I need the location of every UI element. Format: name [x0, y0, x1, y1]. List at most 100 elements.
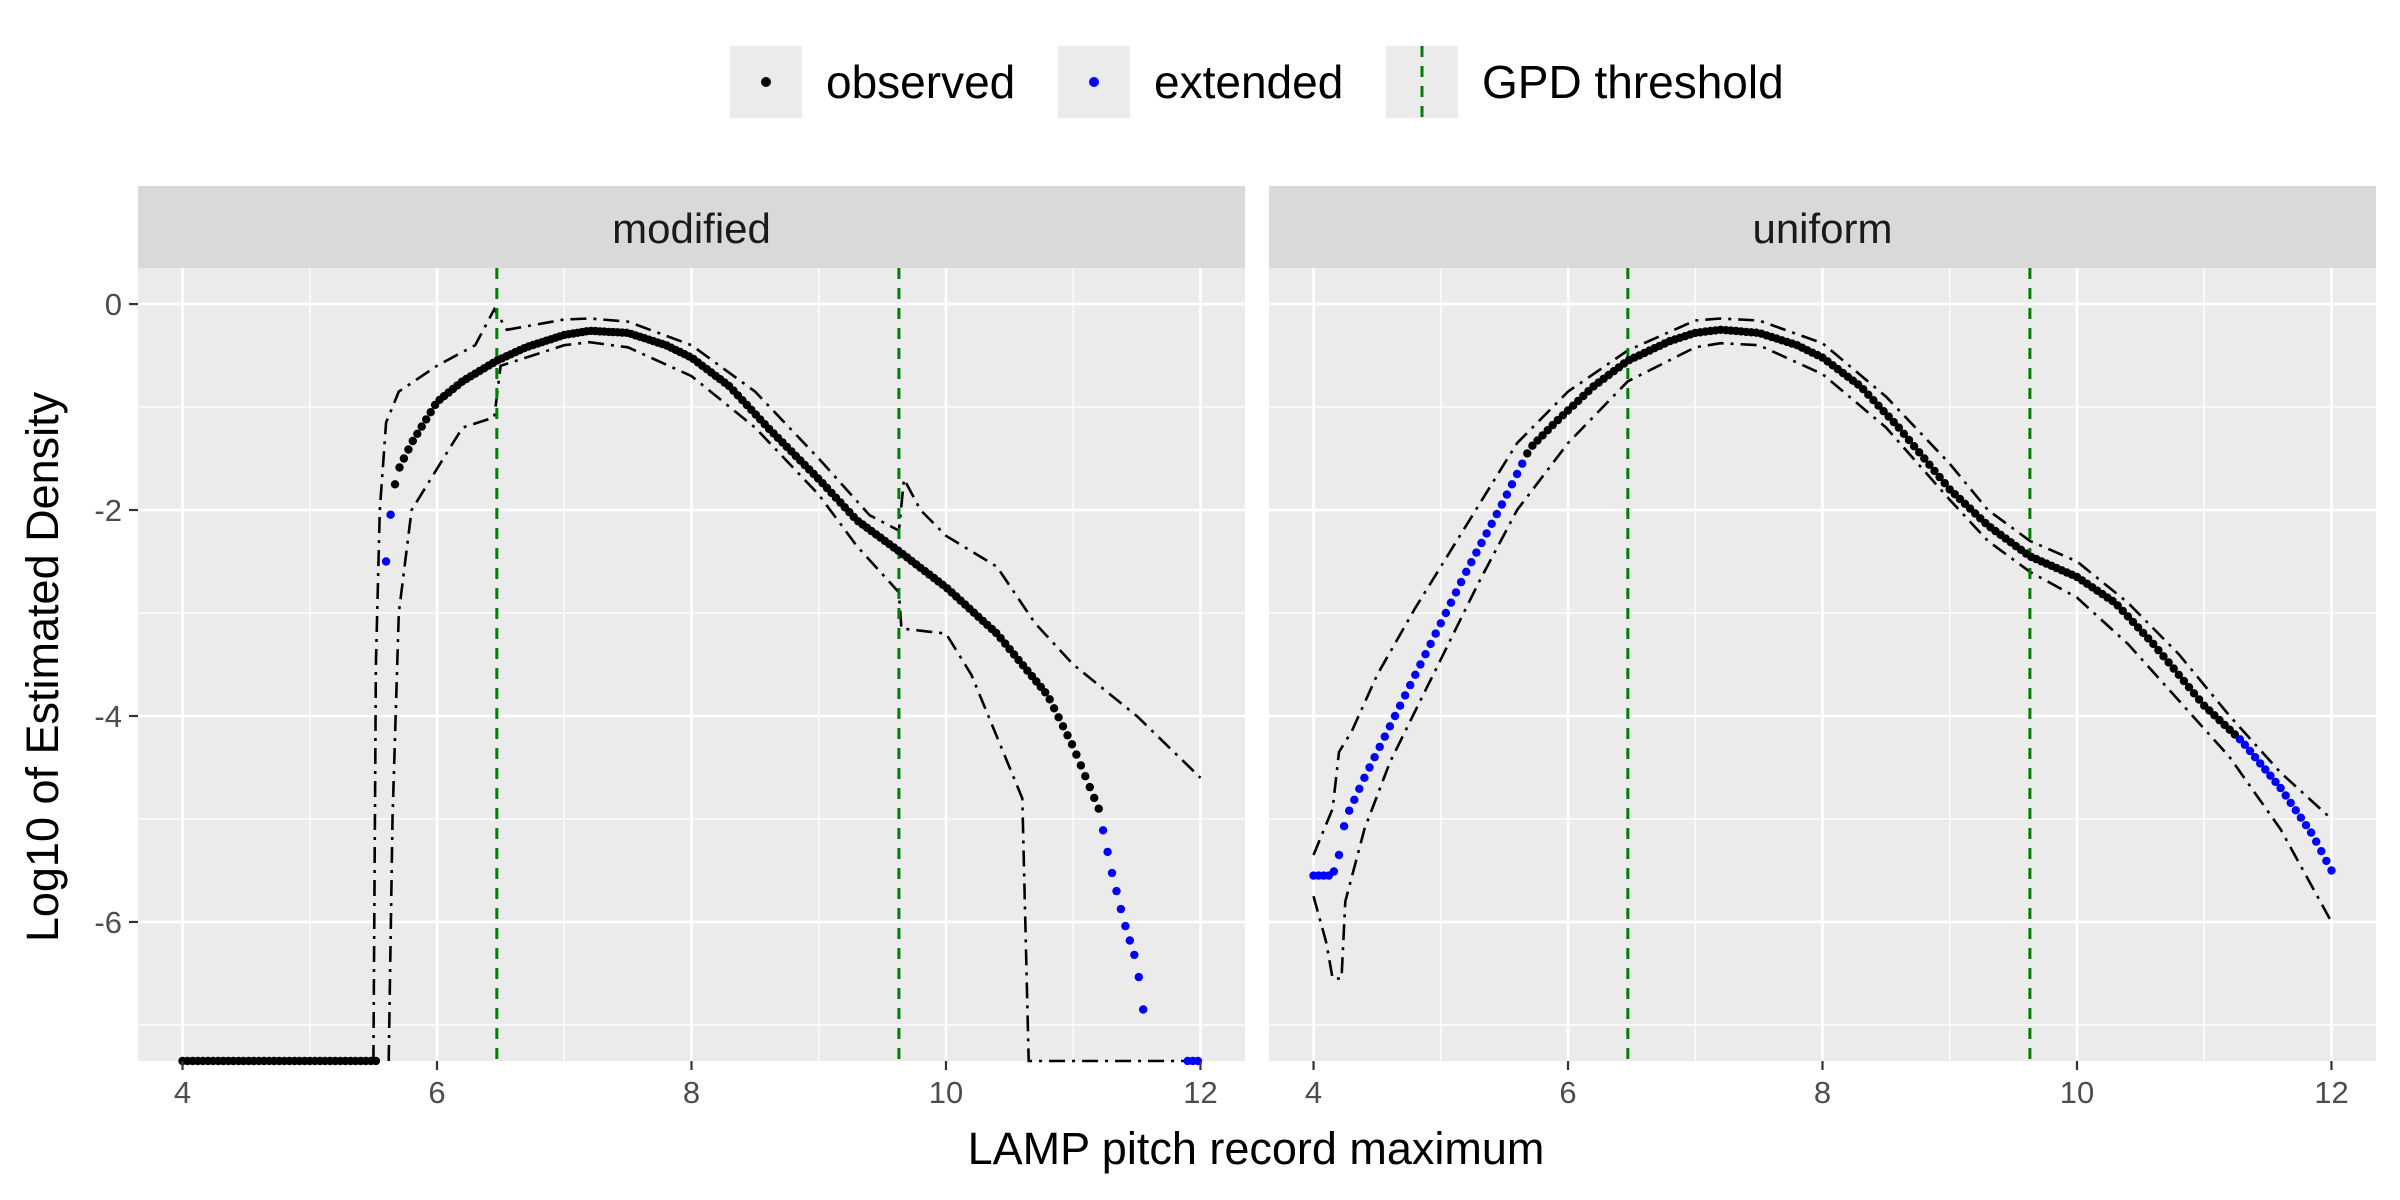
extended-point — [1436, 619, 1446, 628]
extended-point — [2276, 783, 2285, 793]
extended-point — [2240, 740, 2250, 749]
observed-point — [1925, 460, 1934, 469]
observed-point — [2138, 628, 2148, 638]
observed-point — [1085, 782, 1095, 792]
observed-point — [1081, 772, 1090, 781]
extended-point — [1360, 773, 1369, 782]
extended-point — [2281, 791, 2290, 800]
observed-point — [404, 445, 413, 454]
observed-point — [1090, 793, 1099, 803]
observed-point — [2184, 683, 2194, 692]
density-point — [371, 1056, 381, 1066]
extended-point — [1456, 577, 1466, 587]
extended-point — [1502, 490, 1512, 499]
extended-point — [1446, 598, 1456, 607]
x-tick-label: 10 — [929, 1075, 963, 1110]
extended-point — [386, 510, 395, 519]
observed-point — [1899, 429, 1909, 438]
lower-band-line — [387, 340, 1201, 1063]
observed-point — [1894, 423, 1904, 432]
observed-point — [1058, 722, 1068, 731]
extended-point — [2271, 777, 2280, 787]
y-tick-label: -6 — [94, 905, 122, 940]
observed-point — [1940, 479, 1949, 488]
legend-extended-point — [1089, 77, 1099, 87]
extended-point — [1107, 868, 1117, 878]
legend: observed extended GPD threshold — [730, 46, 1784, 118]
observed-point — [2174, 670, 2183, 679]
observed-point — [417, 422, 426, 431]
extended-point — [2312, 837, 2321, 846]
observed-point — [2189, 689, 2199, 698]
legend-label-observed: observed — [826, 56, 1015, 108]
facet-label-uniform: uniform — [1752, 205, 1892, 252]
extended-point — [1385, 722, 1395, 731]
extended-point — [1130, 950, 1139, 960]
x-tick-label: 6 — [428, 1075, 445, 1110]
observed-point — [1072, 750, 1081, 759]
extended-point — [1395, 701, 1405, 710]
extended-point — [1467, 558, 1476, 567]
observed-point — [1864, 390, 1873, 399]
observed-point — [1041, 688, 1050, 697]
observed-point — [2159, 652, 2168, 661]
observed-point — [1935, 472, 1944, 482]
observed-point — [1045, 695, 1054, 704]
observed-point — [1049, 704, 1059, 713]
x-tick-label: 8 — [1814, 1075, 1831, 1110]
extended-point — [1426, 639, 1435, 649]
extended-point — [1370, 753, 1379, 762]
x-tick-label: 4 — [174, 1075, 191, 1110]
extended-point — [1329, 867, 1339, 876]
upper-band-line — [1312, 317, 2333, 856]
panel-uniform: uniform 4 6 8 10 12 — [1269, 186, 2376, 1110]
extended-point — [1451, 588, 1461, 597]
observed-point — [2123, 612, 2133, 621]
extended-point — [1355, 784, 1364, 793]
x-tick-label: 10 — [2060, 1075, 2094, 1110]
x-tick-label: 4 — [1305, 1075, 1322, 1110]
observed-point — [2118, 606, 2127, 616]
observed-point — [1909, 442, 1919, 451]
extended-point — [1477, 538, 1486, 548]
extended-point — [1507, 480, 1517, 489]
extended-point — [2317, 847, 2326, 856]
extended-point — [2296, 813, 2306, 822]
observed-point — [2128, 617, 2138, 627]
extended-point — [1482, 529, 1491, 538]
extended-point — [1350, 795, 1359, 804]
observed-point — [1538, 431, 1547, 440]
observed-point — [422, 415, 431, 424]
extended-point — [1134, 972, 1144, 982]
x-tick-label: 12 — [2314, 1075, 2348, 1110]
extended-point — [1487, 519, 1496, 528]
observed-point — [1054, 713, 1063, 722]
observed-point — [1094, 804, 1103, 813]
observed-point — [1859, 385, 1868, 394]
extended-point — [2301, 821, 2311, 830]
observed-point — [1523, 449, 1532, 458]
extended-point — [1497, 500, 1507, 509]
extended-point — [2322, 856, 2331, 866]
x-tick-label: 8 — [683, 1075, 700, 1110]
extended-point — [1334, 850, 1344, 860]
extended-point — [1411, 670, 1420, 679]
upper-band-line — [372, 306, 1202, 1062]
extended-point — [1345, 806, 1354, 815]
observed-point — [2179, 676, 2189, 686]
extended-point — [1416, 660, 1425, 669]
facet-strip-uniform — [1269, 186, 2376, 268]
extended-point — [1518, 459, 1527, 468]
observed-point — [1869, 396, 1878, 405]
extended-point — [1112, 886, 1121, 896]
observed-point — [1879, 407, 1888, 416]
legend-label-threshold: GPD threshold — [1482, 56, 1784, 108]
extended-point — [1098, 826, 1108, 835]
observed-point — [390, 480, 400, 489]
observed-point — [395, 463, 404, 472]
extended-point — [2250, 753, 2260, 762]
observed-point — [1904, 435, 1914, 445]
observed-point — [1884, 412, 1893, 421]
extended-point — [1462, 567, 1471, 576]
